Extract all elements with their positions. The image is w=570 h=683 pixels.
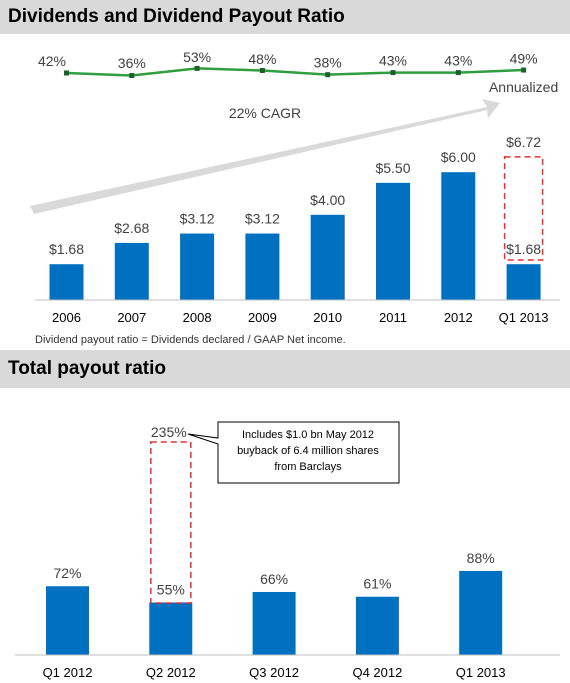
year-tick-label: 2008: [183, 310, 212, 325]
annualized-box: [503, 156, 544, 261]
payout-ratio-point: [129, 73, 135, 79]
dividend-value-label: $2.68: [114, 220, 149, 236]
quarter-tick-label: Q2 2012: [146, 665, 196, 680]
dividend-value-label: $3.12: [245, 211, 280, 227]
callout-text-line: buyback of 6.4 million shares: [237, 445, 379, 457]
quarter-tick-label: Q3 2012: [249, 665, 299, 680]
payout-ratio-point: [325, 72, 331, 78]
payout-bar: [252, 591, 296, 655]
cagr-arrow: [30, 99, 500, 214]
callout-text-line: from Barclays: [274, 461, 342, 473]
payout-value-label: 88%: [467, 550, 495, 566]
dividend-value-label: $1.68: [49, 241, 84, 257]
payout-ratio-label: 53%: [183, 49, 211, 65]
payout-bar: [149, 602, 193, 655]
year-tick-label: 2011: [379, 310, 407, 325]
payout-ratio-label: 43%: [444, 53, 472, 69]
payout-ratio-point: [259, 67, 265, 73]
payout-ratio-point: [64, 70, 69, 76]
dividend-bar: [245, 233, 280, 300]
payout-ratio-label: 43%: [379, 53, 407, 69]
chart1-title: Dividends and Dividend Payout Ratio: [0, 0, 570, 34]
payout-ratio-label: 49%: [510, 51, 538, 67]
dividend-value-label: $1.68: [506, 241, 541, 257]
annualized-value-label: $6.72: [506, 134, 541, 150]
footnote: Dividend payout ratio = Dividends declar…: [35, 334, 346, 346]
year-tick-label: 2010: [313, 310, 342, 325]
callout-box: [187, 421, 400, 484]
highlight-value-label: 235%: [151, 424, 187, 440]
cagr-label: 22% CAGR: [229, 105, 301, 121]
payout-ratio-label: 42%: [38, 53, 66, 69]
callout-text-line: Includes $1.0 bn May 2012: [242, 429, 374, 441]
chart2-title: Total payout ratio: [0, 350, 570, 388]
dividend-bar: [180, 233, 215, 300]
quarter-tick-label: Q1 2012: [43, 665, 93, 680]
year-tick-label: 2012: [444, 310, 473, 325]
payout-ratio-label: 48%: [248, 51, 276, 67]
payout-value-label: 66%: [260, 571, 288, 587]
annualized-label: Annualized: [489, 79, 558, 95]
dividend-bar: [376, 182, 410, 300]
dividend-bar: [49, 264, 84, 300]
payout-ratio-point: [390, 70, 396, 76]
payout-value-label: 61%: [363, 576, 391, 592]
payout-ratio-label: 38%: [314, 54, 342, 70]
payout-bar: [459, 570, 503, 655]
dividend-bar: [441, 172, 476, 300]
quarter-tick-label: Q1 2013: [456, 665, 506, 680]
payout-ratio-point: [521, 67, 527, 73]
payout-value-label: 55%: [157, 581, 185, 597]
dividend-value-label: $6.00: [441, 149, 476, 165]
payout-ratio-point: [194, 65, 200, 71]
dividend-value-label: $3.12: [180, 211, 215, 227]
dividend-bar: [310, 214, 345, 300]
dividend-value-label: $4.00: [310, 192, 345, 208]
payout-bar: [355, 596, 399, 655]
year-tick-label: 2007: [117, 310, 146, 325]
payout-ratio-line: [66, 67, 524, 77]
year-tick-label: Q1 2013: [499, 310, 549, 325]
payout-ratio-label: 36%: [118, 55, 146, 71]
highlight-box: [150, 441, 192, 604]
payout-value-label: 72%: [53, 565, 81, 581]
dividend-value-label: $5.50: [375, 160, 410, 176]
dividend-bar: [114, 242, 149, 300]
payout-ratio-point: [455, 70, 461, 76]
quarter-tick-label: Q4 2012: [352, 665, 402, 680]
year-tick-label: 2006: [52, 310, 81, 325]
dividend-bar: [506, 264, 541, 300]
payout-bar: [46, 586, 89, 655]
year-tick-label: 2009: [248, 310, 277, 325]
